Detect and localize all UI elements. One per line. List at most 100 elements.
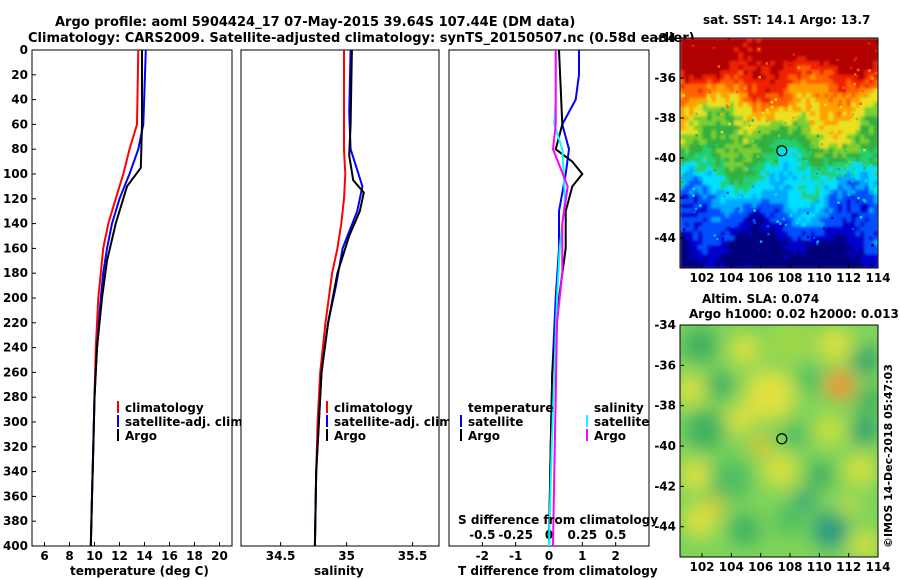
map-x-tick-label: 104 (719, 560, 744, 574)
y-tick-label: 200 (3, 291, 28, 305)
map-x-tick-label: 102 (689, 271, 714, 285)
map-x-tick-label: 102 (689, 560, 714, 574)
y-tick-label: 340 (3, 465, 28, 479)
salinity-line-argo (313, 50, 365, 546)
legend-swatch-sal-satellite-adj (326, 415, 328, 427)
x-tick-label: 35 (338, 549, 355, 563)
map-y-tick-label: -34 (654, 318, 676, 332)
y-tick-label: 20 (11, 68, 28, 82)
legend-swatch-sal-argo (326, 429, 328, 441)
legend-label-satellite-adj: satellite-adj. clim. (125, 415, 247, 429)
x-tick-label: 10 (86, 549, 103, 563)
y-tick-label: 400 (3, 539, 28, 553)
salinity-legend: climatology satellite-adj. clim. Argo (326, 401, 456, 443)
s-tick-label: -0.25 (498, 528, 533, 542)
x-tick-label: 35.5 (398, 549, 428, 563)
legend-label-sal-argo: Argo (334, 429, 366, 443)
y-tick-label: 180 (3, 266, 28, 280)
x-tick-label: -2 (476, 549, 489, 563)
sla-map-title: Altim. SLA: 0.074 (702, 292, 819, 306)
x-tick-label: 16 (161, 549, 178, 563)
map-x-tick-label: 112 (836, 560, 861, 574)
legend-label-s-satellite: satellite (594, 415, 649, 429)
difference-legend: temperature salinity satellite Argo sate… (460, 401, 649, 443)
y-tick-label: 380 (3, 514, 28, 528)
legend-label-t-argo: Argo (468, 429, 500, 443)
y-tick-label: 0 (20, 43, 28, 57)
y-tick-label: 160 (3, 241, 28, 255)
sst-argo-location-marker (776, 145, 788, 157)
sla-map-frame (679, 324, 879, 558)
y-tick-label: 140 (3, 217, 28, 231)
imos-credit: ©IMOS 14-Dec-2018 05:47:03 (882, 364, 895, 548)
map-y-tick-label: -40 (654, 439, 676, 453)
difference-panel: -2 -1 0 1 2 -0.5 -0.25 0 0.25 0.5 S difference f… (448, 49, 658, 578)
legend-swatch-sal-climatology (326, 401, 328, 413)
legend-label-sal-climatology: climatology (334, 401, 413, 415)
x-tick-label: 8 (65, 549, 73, 563)
salinity-axis-label: salinity (314, 564, 364, 578)
difference-plot-frame (448, 49, 650, 547)
map-x-tick-label: 112 (836, 271, 861, 285)
x-tick-label: 2 (611, 549, 619, 563)
map-x-tick-label: 104 (719, 271, 744, 285)
legend-swatch-climatology (117, 401, 119, 413)
legend-swatch-s-argo (586, 429, 588, 441)
map-y-tick-label: -42 (654, 191, 676, 205)
x-tick-label: 12 (111, 549, 128, 563)
x-tick-label: 20 (211, 549, 228, 563)
map-y-tick-label: -42 (654, 479, 676, 493)
map-y-tick-label: -44 (654, 231, 676, 245)
temperature-panel: 0 20 40 60 80 100 120 140 160 180 200 220 240 260 280 3… (3, 43, 247, 578)
legend-swatch-s-satellite (586, 415, 588, 427)
sst-map-panel: sat. SST: 14.1 Argo: 13.7 102 104 106 108 11… (654, 13, 890, 285)
map-x-tick-label: 110 (807, 560, 832, 574)
y-tick-label: 80 (11, 142, 28, 156)
figure-title-line2: Climatology: CARS2009. Satellite-adjuste… (28, 31, 695, 46)
s-tick-label: 0.5 (605, 528, 626, 542)
x-tick-label: 1 (578, 549, 586, 563)
legend-swatch-argo (117, 429, 119, 441)
map-x-tick-label: 108 (777, 271, 802, 285)
sla-argo-location-marker (776, 433, 788, 445)
y-tick-label: 100 (3, 167, 28, 181)
difference-line-salinity-argo (551, 50, 569, 546)
temperature-axis-label: temperature (deg C) (70, 564, 209, 578)
map-x-tick-label: 110 (807, 271, 832, 285)
x-tick-label: 18 (186, 549, 203, 563)
map-y-tick-label: -34 (654, 31, 676, 45)
figure-title-line1: Argo profile: aoml 5904424_17 07-May-201… (55, 15, 575, 30)
y-tick-label: 360 (3, 489, 28, 503)
legend-swatch-t-argo (460, 429, 462, 441)
map-x-tick-label: 114 (865, 271, 890, 285)
y-tick-label: 260 (3, 365, 28, 379)
sst-map-title: sat. SST: 14.1 Argo: 13.7 (703, 13, 870, 27)
x-tick-label: 34.5 (266, 549, 296, 563)
y-tick-label: 240 (3, 341, 28, 355)
legend-title-temperature: temperature (468, 401, 553, 415)
legend-label-s-argo: Argo (594, 429, 626, 443)
legend-swatch-satellite-adj (117, 415, 119, 427)
salinity-line-climatology (313, 50, 347, 546)
sla-map-subtitle: Argo h1000: 0.02 h2000: 0.013 (689, 307, 899, 321)
x-tick-label: 14 (136, 549, 153, 563)
difference-line-temperature-argo (548, 50, 584, 546)
map-x-tick-label: 106 (748, 271, 773, 285)
y-tick-label: 120 (3, 192, 28, 206)
x-tick-label: 6 (40, 549, 48, 563)
map-y-tick-label: -38 (654, 111, 676, 125)
sla-map-panel: Altim. SLA: 0.074 Argo h1000: 0.02 h2000… (654, 292, 898, 574)
s-tick-label: -0.5 (469, 528, 495, 542)
y-tick-label: 220 (3, 316, 28, 330)
temperature-line-argo (89, 50, 143, 546)
s-difference-axis-label: S difference from climatology (458, 513, 658, 527)
map-x-tick-label: 114 (865, 560, 890, 574)
y-tick-label: 280 (3, 390, 28, 404)
map-y-tick-label: -38 (654, 399, 676, 413)
map-x-tick-label: 108 (777, 560, 802, 574)
y-tick-label: 320 (3, 440, 28, 454)
legend-title-salinity: salinity (594, 401, 644, 415)
map-y-tick-label: -44 (654, 520, 676, 534)
x-tick-label: -1 (509, 549, 522, 563)
